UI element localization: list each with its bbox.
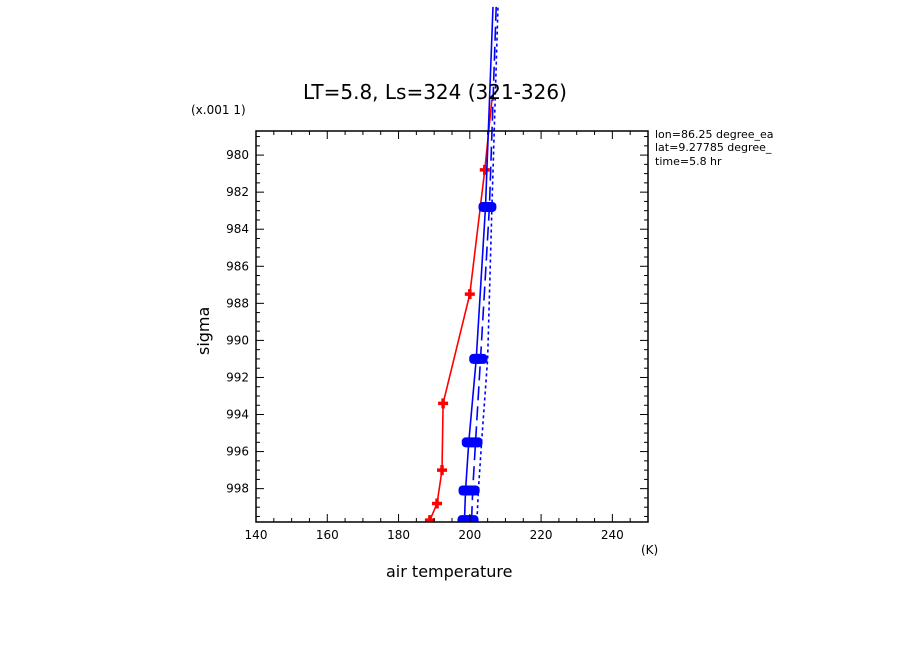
y-tick-label: 998 xyxy=(226,482,249,496)
x-tick-label: 180 xyxy=(387,528,410,542)
series-3-point xyxy=(473,353,488,364)
y-axis-label: sigma xyxy=(194,306,213,355)
series-3-point xyxy=(482,201,497,212)
y-tick-label: 992 xyxy=(226,370,249,384)
info-lat: lat=9.27785 degree_ xyxy=(655,141,772,154)
y-scale-note: (x.001 1) xyxy=(191,103,246,117)
x-tick-label: 220 xyxy=(530,528,553,542)
series-3-point xyxy=(468,437,483,448)
y-tick-label: 996 xyxy=(226,445,249,459)
y-tick-label: 980 xyxy=(226,148,249,162)
x-tick-label: 200 xyxy=(458,528,481,542)
series-4-line xyxy=(476,6,499,521)
series-1-point xyxy=(432,498,443,509)
series-1-point xyxy=(424,515,435,522)
series-3-point xyxy=(464,515,479,522)
x-tick-label: 240 xyxy=(601,528,624,542)
info-time: time=5.8 hr xyxy=(655,155,722,168)
x-tick-label: 160 xyxy=(316,528,339,542)
y-tick-label: 988 xyxy=(226,296,249,310)
tick-layer: 140 160 180 200 220 240 980 982 984 986 988 990 992 9… xyxy=(226,131,649,542)
series-1-point xyxy=(464,289,475,300)
y-tick-label: 984 xyxy=(226,222,249,236)
y-tick-label: 990 xyxy=(226,333,249,347)
series-1-point xyxy=(479,164,490,175)
series-3-point xyxy=(465,485,480,496)
x-tick-label: 140 xyxy=(245,528,268,542)
y-tick-label: 994 xyxy=(226,408,249,422)
series-1-point xyxy=(437,465,448,476)
chart-title: LT=5.8, Ls=324 (321-326) xyxy=(303,80,567,104)
series-1-point xyxy=(438,398,449,409)
x-unit-label: (K) xyxy=(641,543,659,557)
series-layer xyxy=(424,6,499,522)
plot-frame xyxy=(255,130,649,523)
y-tick-label: 982 xyxy=(226,185,249,199)
x-axis-label: air temperature xyxy=(386,562,513,581)
y-tick-label: 986 xyxy=(226,259,249,273)
info-lon: lon=86.25 degree_ea xyxy=(655,128,774,141)
